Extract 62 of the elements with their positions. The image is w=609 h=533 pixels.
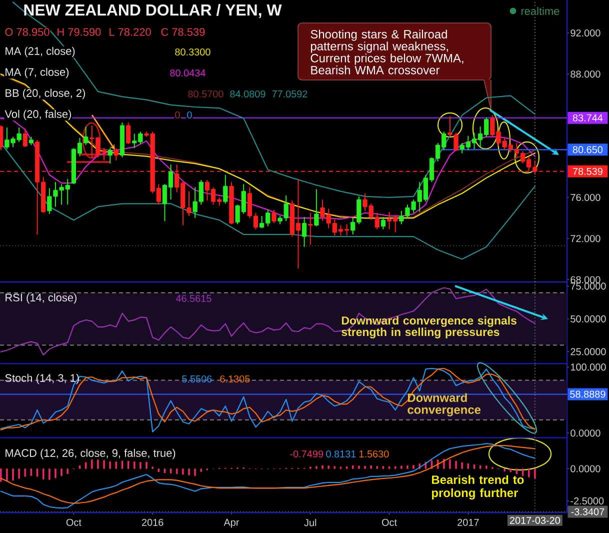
candlestick bbox=[126, 122, 131, 145]
y-tick-label: 68.000 bbox=[570, 276, 600, 284]
candlestick bbox=[308, 212, 313, 246]
annotation: 0.8131 bbox=[326, 450, 356, 458]
candlestick bbox=[114, 148, 119, 161]
y-tick-label: 75.0000 bbox=[570, 282, 606, 290]
ref-line-label: 78.539 bbox=[572, 168, 602, 175]
annotation: 80.3300 bbox=[175, 48, 210, 56]
x-tick-label: Apr bbox=[224, 518, 240, 528]
candlestick bbox=[223, 174, 228, 204]
annotation: 6.1305 bbox=[220, 375, 250, 383]
x-tick-label: 2016 bbox=[142, 518, 164, 526]
ref-line-label: 83.744 bbox=[572, 114, 603, 122]
candlestick bbox=[272, 209, 276, 224]
y-tick-label: 72.000 bbox=[570, 235, 600, 242]
ref-line-label: 2017-03-20 bbox=[510, 516, 560, 524]
ref-line-label: -3.3407 bbox=[571, 508, 604, 516]
line-series bbox=[0, 287, 536, 356]
annotation: 5.5506 bbox=[182, 375, 212, 383]
ref-line-label: 58.8889 bbox=[570, 390, 606, 398]
annotation: C 78.539 bbox=[161, 28, 205, 36]
annotation: L 78.220 bbox=[110, 28, 151, 36]
annotation: 84.0809 bbox=[230, 90, 266, 98]
chart-title: NEW ZEALAND DOLLAR / YEN, W bbox=[24, 4, 282, 18]
annotation: RSI (14, close) bbox=[6, 293, 76, 304]
x-tick-label: Oct bbox=[382, 518, 397, 526]
annotation: 77.0592 bbox=[272, 90, 308, 98]
y-tick-label: 92.000 bbox=[570, 29, 600, 37]
y-tick-label: 0.0000 bbox=[570, 465, 600, 472]
annotation: MA (7, close) bbox=[6, 68, 69, 78]
annotation: realtime bbox=[521, 6, 560, 16]
y-tick-label: 25.0000 bbox=[570, 348, 606, 356]
annotation: H 79.590 bbox=[58, 28, 101, 36]
annotation: 0 bbox=[175, 111, 180, 119]
y-tick-label: 100.000 bbox=[570, 364, 606, 371]
y-tick-label: 0.0000 bbox=[570, 430, 600, 437]
annotation: MACD (12, 26, close, 9, false, true) bbox=[6, 448, 176, 460]
annotation: 80.0434 bbox=[170, 69, 206, 77]
candlestick bbox=[108, 148, 112, 164]
x-tick-label: 2017 bbox=[458, 518, 479, 526]
x-tick-label: Oct bbox=[66, 518, 82, 526]
candlestick bbox=[302, 216, 307, 248]
annotation: MA (21, close) bbox=[6, 46, 75, 58]
annotation: -0.7499 bbox=[290, 450, 324, 458]
annotation: BB (20, close, 2) bbox=[6, 88, 86, 100]
y-tick-label: -2.5000 bbox=[570, 497, 604, 504]
candlestick bbox=[380, 216, 386, 230]
annotation: Vol (20, false) bbox=[4, 110, 72, 120]
y-tick-label: 50.0000 bbox=[570, 315, 606, 322]
candlestick bbox=[314, 188, 319, 227]
y-tick-label: 88.000 bbox=[570, 70, 600, 78]
x-tick-label: Jul bbox=[304, 518, 316, 526]
annotation: 0 bbox=[187, 111, 192, 119]
candlestick bbox=[22, 128, 28, 148]
annotation: 80.5700 bbox=[188, 90, 224, 98]
annotation: 1.5630 bbox=[359, 450, 389, 458]
annotation: Shooting stars & Railroad patterns signal weakness, Current prices below 7WMA, Bearish WMA crossover bbox=[310, 30, 464, 74]
annotation: Bearish trend to prolong further bbox=[432, 475, 524, 500]
annotation: O 78.950 bbox=[5, 28, 50, 36]
y-tick-label: 76.000 bbox=[570, 194, 600, 201]
data-label: 80.650 bbox=[572, 146, 603, 154]
annotation: 46.5615 bbox=[176, 294, 212, 302]
